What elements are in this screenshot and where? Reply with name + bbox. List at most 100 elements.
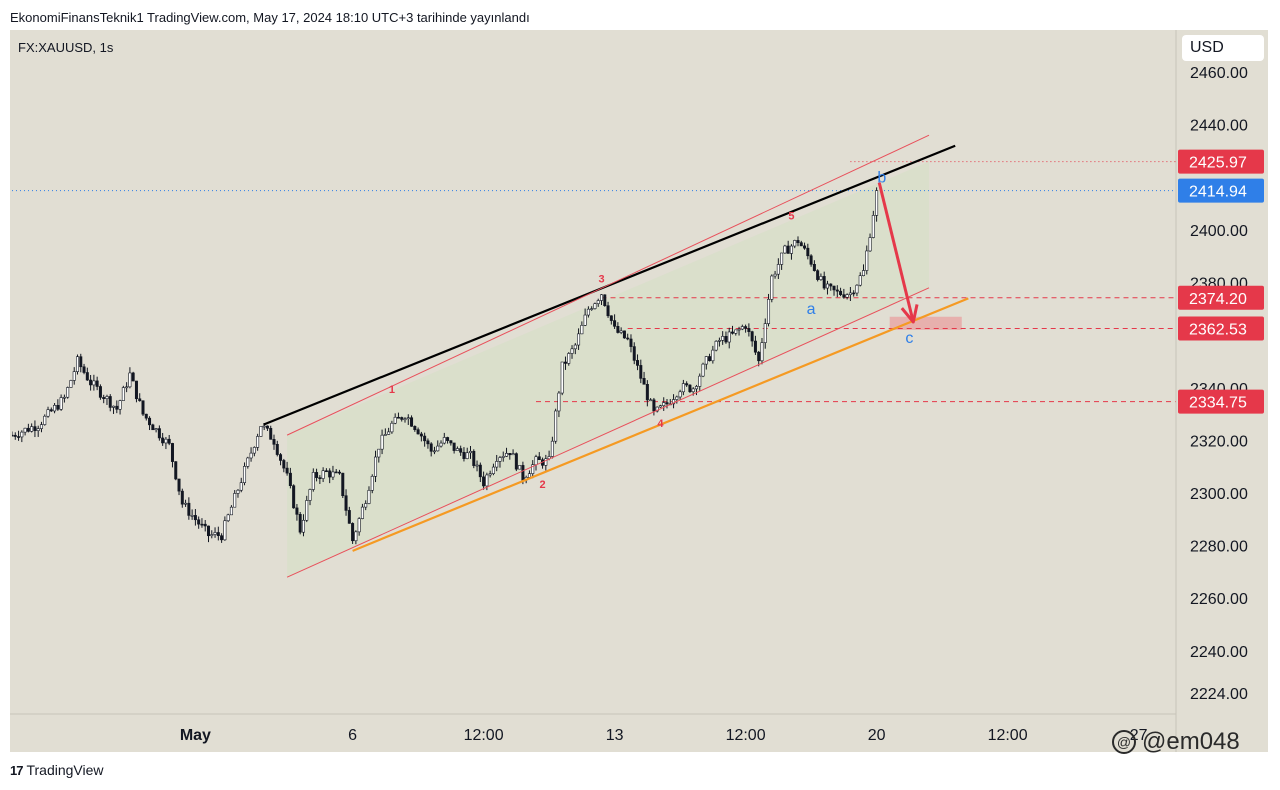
candle-body: [436, 445, 440, 452]
candle-body: [360, 506, 364, 519]
candle-body: [416, 429, 420, 435]
y-tick-label: 2300.00: [1190, 486, 1248, 503]
candle-body: [747, 328, 751, 332]
candle-body: [645, 384, 649, 401]
candle-body: [220, 535, 224, 541]
candle-body: [783, 245, 787, 254]
candle-body: [131, 372, 135, 382]
candle-body: [577, 333, 581, 346]
wave-label-b: b: [877, 170, 886, 187]
y-tick-label: 2280.00: [1190, 539, 1248, 556]
candle-body: [717, 340, 721, 342]
candle-body: [229, 506, 233, 516]
candle-body: [534, 456, 538, 466]
projection-arrow: [877, 182, 915, 323]
candle-body: [121, 387, 125, 401]
candle-body: [89, 379, 93, 386]
candle-body: [799, 242, 803, 247]
candle-body: [763, 323, 767, 343]
candle-body: [465, 452, 469, 459]
tradingview-brand[interactable]: 17 TradingView: [10, 762, 104, 778]
candle-body: [852, 292, 856, 295]
price-tag-label: 2425.97: [1189, 155, 1247, 172]
candle-body: [521, 465, 525, 481]
candle-body: [449, 440, 453, 444]
candle-body: [292, 485, 296, 509]
candle-body: [367, 490, 371, 504]
candle-body: [757, 351, 761, 362]
candle-body: [223, 520, 227, 541]
candle-body: [580, 325, 584, 335]
candle-body: [626, 337, 630, 340]
candle-body: [773, 273, 777, 277]
candle-body: [675, 396, 679, 400]
candle-body: [432, 450, 436, 453]
candle-body: [737, 328, 741, 331]
candle-body: [364, 503, 368, 508]
candle-body: [426, 440, 430, 445]
candle-body: [13, 434, 17, 437]
currency-button[interactable]: USD: [1182, 35, 1264, 61]
price-tag-2425.97: [1178, 149, 1264, 174]
candle-body: [694, 386, 698, 390]
candle-body: [56, 405, 60, 410]
candle-body: [586, 308, 590, 316]
candle-body: [825, 283, 829, 289]
candle-body: [403, 418, 407, 421]
x-tick-label: May: [180, 727, 211, 744]
candle-body: [308, 489, 312, 501]
candle-body: [383, 434, 387, 436]
candle-body: [154, 428, 158, 431]
candle-body: [527, 473, 531, 478]
candle-body: [396, 416, 400, 419]
candle-body: [26, 427, 30, 432]
candle-body: [167, 438, 171, 444]
plot-layer: 1 2 3 4 5 a b c: [12, 134, 1176, 578]
candle-body: [708, 356, 712, 362]
symbol-label: FX:XAUUSD, 1s: [18, 40, 114, 55]
wave-label-a: a: [807, 301, 816, 318]
candle-body: [311, 472, 315, 490]
candle-body: [347, 510, 351, 524]
candle-body: [730, 331, 734, 334]
candle-body: [570, 348, 574, 354]
candle-body: [495, 461, 499, 468]
candle-body: [848, 292, 852, 295]
candles: [12, 187, 879, 545]
candle-body: [842, 294, 846, 298]
candle-body: [714, 340, 718, 351]
candle-body: [331, 471, 335, 478]
price-tag-label: 2414.94: [1189, 184, 1247, 201]
candle-body: [259, 426, 263, 437]
candle-body: [776, 264, 780, 275]
candle-body: [629, 338, 633, 347]
wave-label-1: 1: [389, 384, 395, 396]
target-zone: [889, 316, 962, 330]
candle-body: [596, 300, 600, 304]
candle-body: [724, 336, 728, 343]
candle-body: [636, 360, 640, 366]
candle-body: [868, 237, 872, 252]
candle-body: [652, 399, 656, 412]
candle-body: [858, 275, 862, 286]
candle-body: [727, 331, 731, 343]
trendline-red-lower: [286, 287, 930, 578]
candle-body: [816, 270, 820, 280]
candle-body: [374, 456, 378, 477]
candle-body: [85, 372, 89, 381]
candle-body: [753, 340, 757, 353]
publication-header: EkonomiFinansTeknik1 TradingView.com, Ma…: [10, 10, 530, 25]
candle-body: [809, 255, 813, 265]
candle-body: [632, 346, 636, 361]
candle-body: [12, 434, 14, 437]
y-tick-label: 2260.00: [1190, 591, 1248, 608]
candle-body: [298, 514, 302, 533]
candle-body: [560, 361, 564, 394]
candle-body: [531, 464, 535, 474]
candle-body: [514, 453, 518, 470]
candle-body: [452, 442, 456, 451]
candle-body: [406, 417, 410, 420]
candle-body: [193, 515, 197, 521]
candle-body: [583, 314, 587, 326]
